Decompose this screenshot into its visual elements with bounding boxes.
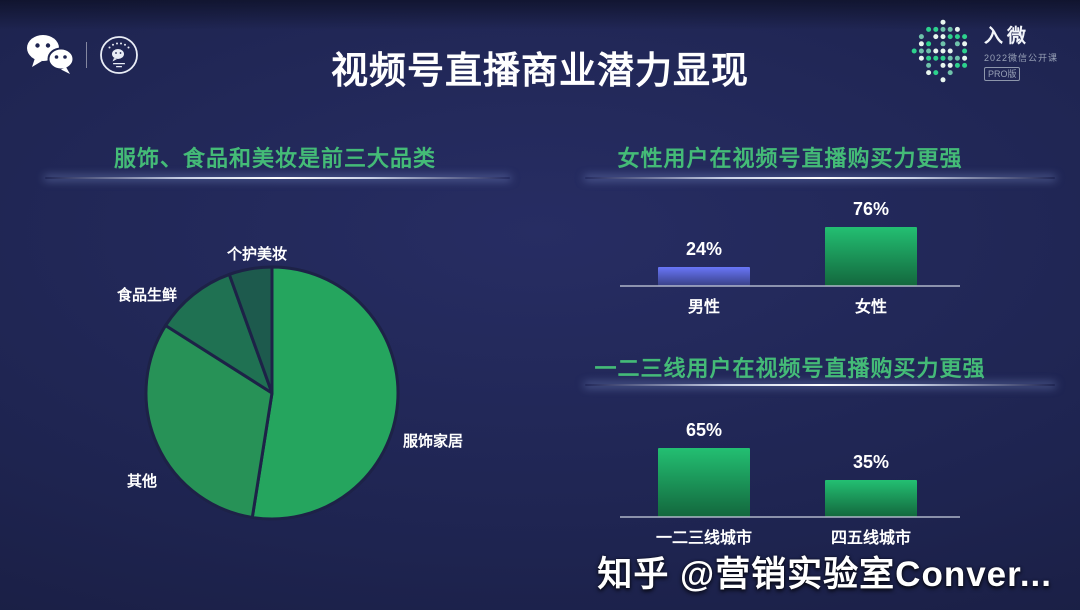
bar-value-female: 76% xyxy=(852,198,890,219)
logo-dot xyxy=(926,62,932,68)
heading-categories: 服饰、食品和美妆是前三大品类 xyxy=(113,146,436,171)
event-subtitle: 2022微信公开课 xyxy=(983,52,1058,63)
category-label-male: 男性 xyxy=(687,299,720,316)
plot-area: 65% 35% xyxy=(620,408,960,518)
x-axis-line xyxy=(620,285,960,287)
event-name: 入微 xyxy=(983,25,1030,47)
logo-dot xyxy=(947,62,953,68)
logo-dot xyxy=(940,19,946,25)
logo-dot xyxy=(940,77,946,83)
logo-dot xyxy=(933,26,939,32)
wechat-icon xyxy=(27,35,75,74)
pie-chart xyxy=(144,265,400,521)
logo-dot xyxy=(954,41,960,47)
brand-divider xyxy=(86,42,87,68)
logo-dot xyxy=(962,34,968,40)
category-label-tier123: 一二三线城市 xyxy=(656,530,753,547)
logo-dot xyxy=(954,26,960,32)
heading-gender: 女性用户在视频号直播购买力更强 xyxy=(617,146,963,171)
bar-value-tier45: 35% xyxy=(852,451,890,472)
pie-slice-3 xyxy=(164,272,274,395)
logo-dot xyxy=(933,55,939,61)
pie-label-personal-care-beauty: 个护美妆 xyxy=(227,246,288,263)
logo-dot xyxy=(933,48,939,54)
logo-dot xyxy=(947,34,953,40)
logo-dot xyxy=(918,34,924,40)
logo-dot xyxy=(954,55,960,61)
logo-dot xyxy=(918,48,924,54)
logo-dot xyxy=(918,55,924,61)
logo-dot xyxy=(926,70,932,76)
logo-dot xyxy=(947,55,953,61)
logo-dot xyxy=(940,26,946,32)
bar-chart-city-tier: 65% 35% 一二三线城市 四五线城市 xyxy=(620,408,960,550)
pie-label-food-fresh: 食品生鲜 xyxy=(117,287,178,304)
category-label-female: 女性 xyxy=(854,299,887,316)
bar-group-tier123: 65% xyxy=(658,420,750,517)
bar-tier123 xyxy=(658,448,750,517)
x-axis-line xyxy=(620,516,960,518)
divider-right-1 xyxy=(585,177,1055,179)
wechat-open-class-badge-icon xyxy=(100,36,138,74)
logo-dot xyxy=(933,34,939,40)
logo-dot xyxy=(911,48,917,54)
logo-dot xyxy=(962,41,968,47)
event-logo: 入微 2022微信公开课 PRO版 xyxy=(910,18,1058,84)
event-pro-badge: PRO版 xyxy=(983,66,1021,81)
bar-male xyxy=(658,267,750,286)
bar-value-male: 24% xyxy=(685,239,723,260)
logo-dot xyxy=(926,26,932,32)
logo-dot xyxy=(954,62,960,68)
logo-dot xyxy=(947,70,953,76)
bar-female xyxy=(825,226,917,286)
bar-chart-gender: 24% 76% 男性 女性 xyxy=(620,196,960,319)
bar-group-male: 24% xyxy=(658,239,750,286)
logo-dot xyxy=(918,41,924,47)
divider-left xyxy=(45,177,510,179)
heading-city-tier: 一二三线用户在视频号直播购买力更强 xyxy=(594,356,986,381)
category-row: 男性 女性 xyxy=(620,293,960,319)
logo-dot xyxy=(940,34,946,40)
dot-matrix-logo-icon xyxy=(911,19,968,83)
pie-label-clothing-home: 服饰家居 xyxy=(403,433,464,450)
logo-dot xyxy=(940,41,946,47)
logo-dot xyxy=(962,55,968,61)
divider-right-2 xyxy=(585,384,1055,386)
brand-area xyxy=(26,34,139,76)
logo-dot xyxy=(947,48,953,54)
pie-slice-1 xyxy=(250,265,400,521)
zhihu-watermark: 知乎 @营销实验室Conver... xyxy=(597,555,1052,594)
logo-dot xyxy=(962,48,968,54)
logo-dot xyxy=(926,41,932,47)
category-label-tier45: 四五线城市 xyxy=(830,530,911,547)
logo-dot xyxy=(926,55,932,61)
logo-dot xyxy=(933,70,939,76)
logo-dot xyxy=(954,34,960,40)
category-row: 一二三线城市 四五线城市 xyxy=(620,524,960,550)
logo-dot xyxy=(940,62,946,68)
pie-label-other: 其他 xyxy=(127,473,158,490)
bar-group-tier45: 35% xyxy=(825,452,917,517)
pie-slice-4 xyxy=(227,265,274,395)
bar-group-female: 76% xyxy=(825,199,917,286)
event-text: 入微 2022微信公开课 PRO版 xyxy=(983,21,1058,82)
page-title: 视频号直播商业潜力显现 xyxy=(331,50,749,91)
logo-dot xyxy=(962,62,968,68)
logo-dot xyxy=(940,55,946,61)
bar-value-tier123: 65% xyxy=(685,420,723,441)
bar-tier45 xyxy=(825,479,917,517)
top-letterbox-shade xyxy=(0,0,1080,30)
logo-dot xyxy=(940,48,946,54)
logo-dot xyxy=(947,26,953,32)
plot-area: 24% 76% xyxy=(620,196,960,287)
logo-dot xyxy=(926,48,932,54)
